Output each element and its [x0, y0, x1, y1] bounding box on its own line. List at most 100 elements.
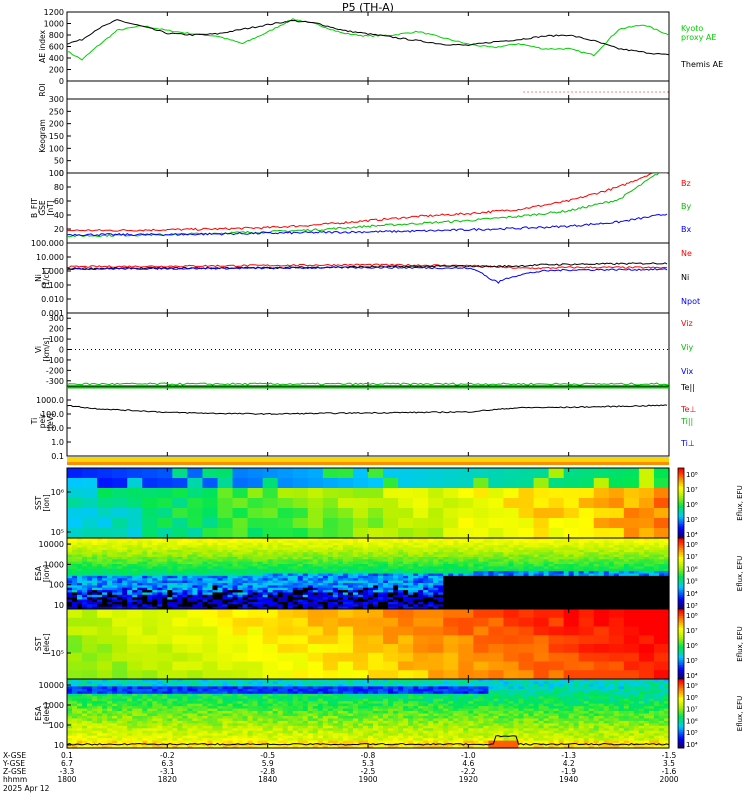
spectro-cell — [137, 568, 143, 572]
spectro-cell — [337, 556, 344, 560]
spectro-cell — [72, 711, 78, 715]
spectro-cell — [448, 545, 454, 549]
spectro-cell — [117, 698, 123, 702]
spectro-cell — [67, 686, 73, 690]
spectro-cell — [463, 545, 469, 549]
spectro-cell — [162, 582, 168, 586]
spectro-cell — [523, 559, 530, 563]
spectro-cell — [297, 547, 304, 551]
spectro-cell — [518, 594, 525, 598]
spectro-cell — [292, 542, 299, 546]
spectro-cell — [127, 686, 133, 690]
spectro-cell — [182, 549, 188, 553]
spectro-cell — [578, 561, 585, 565]
spectro-cell — [202, 635, 219, 645]
spectro-cell — [282, 599, 289, 603]
spectro-cell — [312, 547, 319, 551]
spectro-cell — [142, 580, 148, 584]
spectro-cell — [613, 590, 620, 594]
spectro-cell — [102, 549, 108, 553]
spectro-cell — [97, 735, 103, 739]
spectro-cell — [72, 540, 78, 544]
spectro-cell — [518, 498, 535, 509]
spectro-cell — [553, 542, 560, 546]
y-axis-label-line: [km/s] — [42, 337, 51, 361]
spectro-cell — [563, 488, 580, 499]
spectro-cell — [172, 590, 178, 594]
spectro-cell — [538, 566, 545, 570]
spectro-cell — [97, 681, 103, 685]
spectro-cell — [418, 568, 424, 572]
spectro-cell — [438, 559, 444, 563]
spectro-cell — [413, 528, 429, 539]
spectro-cell — [177, 549, 183, 553]
spectro-cell — [87, 556, 93, 560]
spectro-cell — [122, 585, 128, 589]
spectro-cell — [598, 561, 605, 565]
spectro-cell — [473, 564, 479, 567]
spectro-cell — [433, 545, 439, 549]
spectro-cell — [633, 561, 640, 565]
y-tick-label: 1200 — [44, 8, 64, 17]
spectro-cell — [167, 590, 173, 594]
spectro-cell — [413, 573, 419, 577]
spectro-cell — [573, 559, 580, 563]
spectro-cell — [102, 573, 108, 577]
spectro-cell — [518, 545, 525, 549]
colorbar-cell — [678, 587, 684, 591]
spectro-cell — [648, 542, 655, 546]
spectro-cell — [618, 604, 625, 608]
spectro-cell — [418, 538, 424, 541]
spectro-cell — [643, 547, 650, 551]
spectro-cell — [82, 597, 88, 601]
spectro-cell — [327, 542, 334, 546]
spectro-cell — [423, 561, 429, 565]
spectro-cell — [77, 571, 83, 575]
spectro-cell — [77, 566, 83, 570]
spectro-cell — [603, 559, 610, 563]
spectro-cell — [97, 528, 113, 539]
spectro-cell — [67, 706, 73, 710]
spectro-cell — [247, 568, 254, 572]
spectro-cell — [157, 552, 163, 556]
spectro-cell — [638, 599, 645, 603]
spectro-cell — [578, 573, 585, 577]
spectro-cell — [152, 604, 158, 608]
spectro-cell — [72, 681, 78, 685]
spectro-cell — [232, 580, 239, 584]
spectro-cell — [342, 580, 349, 584]
spectro-cell — [292, 635, 309, 645]
spectro-cell — [443, 587, 449, 591]
spectro-cell — [463, 582, 469, 586]
spectro-cell — [117, 728, 123, 732]
y-tick-label: 40 — [54, 211, 64, 220]
spectro-cell — [398, 540, 404, 544]
spectro-cell — [548, 564, 555, 567]
spectro-cell — [112, 688, 118, 692]
spectro-cell — [247, 578, 254, 582]
spectro-cell — [608, 644, 625, 654]
spectro-cell — [433, 559, 439, 563]
spectro-cell — [433, 556, 439, 560]
spectro-cell — [172, 617, 188, 628]
spectro-cell — [618, 578, 625, 582]
spectro-cell — [347, 545, 354, 549]
spectro-cell — [433, 568, 439, 572]
spectro-cell — [272, 561, 279, 565]
spectro-cell — [107, 538, 113, 541]
spectro-cell — [608, 518, 625, 529]
spectro-cell — [132, 559, 138, 563]
spectro-cell — [568, 540, 575, 544]
spectro-cell — [428, 564, 434, 567]
spectro-cell — [563, 585, 570, 589]
spectro-cell — [352, 508, 369, 519]
spectro-cell — [202, 540, 209, 544]
spectro-cell — [608, 575, 615, 579]
spectro-cell — [332, 578, 339, 582]
spectro-cell — [77, 606, 83, 610]
spectro-cell — [533, 580, 540, 584]
spectro-cell — [247, 540, 254, 544]
spectro-cell — [553, 597, 560, 601]
spectro-cell — [548, 644, 565, 654]
spectro-cell — [378, 575, 384, 579]
